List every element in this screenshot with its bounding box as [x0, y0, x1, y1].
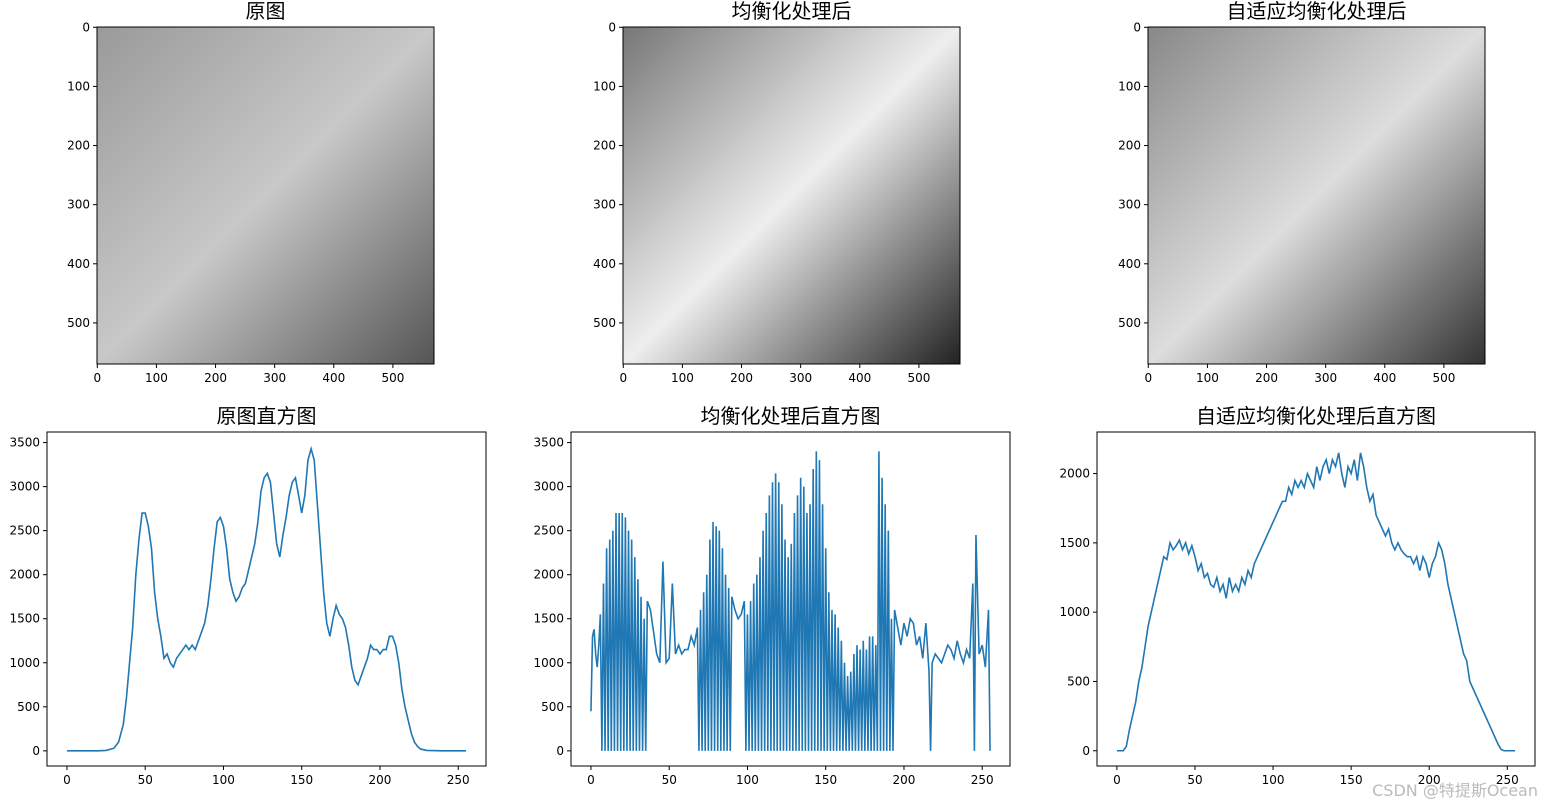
x-tick-label: 0 — [1113, 773, 1121, 787]
y-tick-label: 300 — [1118, 198, 1141, 212]
y-tick-label: 400 — [1118, 257, 1141, 271]
x-tick-label: 0 — [619, 371, 627, 385]
x-tick-label: 500 — [1432, 371, 1455, 385]
x-tick-label: 150 — [814, 773, 837, 787]
y-tick-label: 1000 — [1059, 605, 1090, 619]
line — [1116, 452, 1516, 752]
y-tick-label: 500 — [593, 316, 616, 330]
x-tick-label: 400 — [1373, 371, 1396, 385]
x-tick-label: 200 — [730, 371, 753, 385]
line — [590, 451, 991, 751]
x-tick-label: 200 — [1418, 773, 1441, 787]
y-tick-label: 400 — [593, 257, 616, 271]
subplot-title: 自适应均衡化处理后 — [1227, 0, 1407, 23]
y-tick-label: 500 — [67, 316, 90, 330]
image — [97, 27, 434, 364]
subplot-title: 均衡化处理后直方图 — [701, 404, 881, 428]
y-tick-label: 100 — [67, 79, 90, 93]
image — [623, 27, 960, 364]
y-tick-label: 0 — [608, 20, 616, 34]
image — [1148, 27, 1485, 364]
y-tick-label: 0 — [82, 20, 90, 34]
y-tick-label: 0 — [32, 744, 40, 758]
x-tick-label: 200 — [369, 773, 392, 787]
axes-frame — [46, 431, 487, 767]
y-tick-label: 3000 — [533, 480, 564, 494]
y-tick-label: 500 — [1067, 674, 1090, 688]
x-tick-label: 250 — [447, 773, 470, 787]
y-tick-label: 100 — [593, 79, 616, 93]
y-tick-label: 0 — [1082, 744, 1090, 758]
y-tick-label: 2000 — [9, 568, 40, 582]
axes-frame — [96, 26, 435, 365]
y-tick-label: 1500 — [1059, 536, 1090, 550]
axes-frame — [1096, 431, 1536, 767]
y-tick-label: 1500 — [9, 612, 40, 626]
x-tick-label: 400 — [848, 371, 871, 385]
subplot-title: 原图直方图 — [217, 404, 317, 428]
y-tick-label: 3500 — [533, 436, 564, 450]
x-tick-label: 0 — [587, 773, 595, 787]
y-tick-label: 1500 — [533, 612, 564, 626]
axes-frame — [622, 26, 961, 365]
x-tick-label: 150 — [290, 773, 313, 787]
x-tick-label: 0 — [93, 371, 101, 385]
watermark: CSDN @特提斯Ocean — [1372, 781, 1538, 800]
y-tick-label: 400 — [67, 257, 90, 271]
x-tick-label: 50 — [138, 773, 153, 787]
y-tick-label: 2500 — [9, 524, 40, 538]
x-tick-label: 100 — [671, 371, 694, 385]
y-tick-label: 100 — [1118, 79, 1141, 93]
y-tick-label: 0 — [1133, 20, 1141, 34]
y-tick-label: 1000 — [9, 656, 40, 670]
x-tick-label: 300 — [1314, 371, 1337, 385]
x-tick-label: 100 — [736, 773, 759, 787]
y-tick-label: 0 — [556, 744, 564, 758]
y-tick-label: 1000 — [533, 656, 564, 670]
x-tick-label: 200 — [893, 773, 916, 787]
y-tick-label: 300 — [593, 198, 616, 212]
y-tick-label: 3500 — [9, 436, 40, 450]
y-tick-label: 500 — [1118, 316, 1141, 330]
x-tick-label: 300 — [789, 371, 812, 385]
x-tick-label: 500 — [381, 371, 404, 385]
x-tick-label: 100 — [145, 371, 168, 385]
x-tick-label: 50 — [1187, 773, 1202, 787]
x-tick-label: 200 — [204, 371, 227, 385]
axes-frame — [1147, 26, 1486, 365]
line — [66, 445, 467, 752]
y-tick-label: 2000 — [1059, 467, 1090, 481]
y-tick-label: 500 — [541, 700, 564, 714]
x-tick-label: 500 — [907, 371, 930, 385]
x-tick-label: 0 — [1144, 371, 1152, 385]
x-tick-label: 100 — [212, 773, 235, 787]
y-tick-label: 2500 — [533, 524, 564, 538]
y-tick-label: 200 — [593, 139, 616, 153]
x-tick-label: 250 — [971, 773, 994, 787]
x-tick-label: 200 — [1255, 371, 1278, 385]
x-tick-label: 100 — [1196, 371, 1219, 385]
y-tick-label: 3000 — [9, 480, 40, 494]
x-tick-label: 400 — [322, 371, 345, 385]
x-tick-label: 0 — [63, 773, 71, 787]
y-tick-label: 500 — [17, 700, 40, 714]
x-tick-label: 100 — [1262, 773, 1285, 787]
subplot-title: 自适应均衡化处理后直方图 — [1196, 404, 1436, 428]
x-tick-label: 150 — [1340, 773, 1363, 787]
y-tick-label: 200 — [1118, 139, 1141, 153]
subplot-title: 均衡化处理后 — [732, 0, 852, 23]
x-tick-label: 50 — [662, 773, 677, 787]
y-tick-label: 2000 — [533, 568, 564, 582]
y-tick-label: 200 — [67, 139, 90, 153]
y-tick-label: 300 — [67, 198, 90, 212]
x-tick-label: 300 — [263, 371, 286, 385]
subplot-title: 原图 — [246, 0, 286, 23]
x-tick-label: 250 — [1496, 773, 1519, 787]
axes-frame — [570, 431, 1011, 767]
